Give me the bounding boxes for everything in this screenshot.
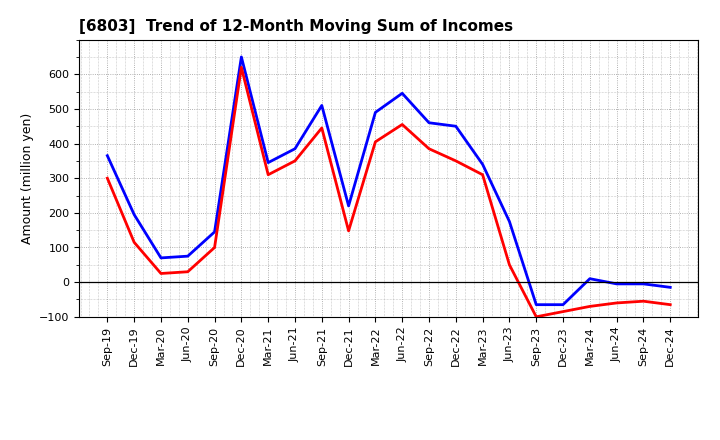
Net Income bbox=[103, 176, 112, 181]
Net Income bbox=[505, 262, 514, 268]
Net Income bbox=[291, 158, 300, 164]
Ordinary Income bbox=[318, 103, 326, 108]
Net Income bbox=[639, 299, 648, 304]
Ordinary Income bbox=[184, 253, 192, 259]
Ordinary Income bbox=[425, 120, 433, 125]
Net Income bbox=[559, 309, 567, 314]
Ordinary Income bbox=[532, 302, 541, 307]
Net Income bbox=[612, 300, 621, 305]
Net Income bbox=[478, 172, 487, 177]
Ordinary Income bbox=[103, 153, 112, 158]
Ordinary Income bbox=[130, 212, 138, 217]
Ordinary Income bbox=[264, 160, 272, 165]
Ordinary Income bbox=[451, 124, 460, 129]
Ordinary Income bbox=[237, 54, 246, 59]
Net Income bbox=[130, 240, 138, 245]
Net Income bbox=[532, 314, 541, 319]
Y-axis label: Amount (million yen): Amount (million yen) bbox=[21, 113, 34, 244]
Ordinary Income bbox=[398, 91, 407, 96]
Net Income bbox=[237, 65, 246, 70]
Line: Ordinary Income: Ordinary Income bbox=[107, 57, 670, 304]
Line: Net Income: Net Income bbox=[107, 67, 670, 317]
Net Income bbox=[398, 122, 407, 127]
Ordinary Income bbox=[612, 281, 621, 286]
Net Income bbox=[371, 139, 379, 144]
Net Income bbox=[451, 158, 460, 164]
Ordinary Income bbox=[639, 281, 648, 286]
Ordinary Income bbox=[478, 161, 487, 167]
Net Income bbox=[666, 302, 675, 307]
Net Income bbox=[264, 172, 272, 177]
Text: [6803]  Trend of 12-Month Moving Sum of Incomes: [6803] Trend of 12-Month Moving Sum of I… bbox=[79, 19, 513, 34]
Ordinary Income bbox=[559, 302, 567, 307]
Net Income bbox=[210, 245, 219, 250]
Ordinary Income bbox=[666, 285, 675, 290]
Net Income bbox=[425, 146, 433, 151]
Ordinary Income bbox=[505, 219, 514, 224]
Ordinary Income bbox=[585, 276, 594, 281]
Ordinary Income bbox=[291, 146, 300, 151]
Net Income bbox=[585, 304, 594, 309]
Net Income bbox=[344, 228, 353, 234]
Ordinary Income bbox=[210, 229, 219, 235]
Net Income bbox=[157, 271, 166, 276]
Ordinary Income bbox=[371, 110, 379, 115]
Net Income bbox=[184, 269, 192, 275]
Net Income bbox=[318, 125, 326, 131]
Ordinary Income bbox=[344, 203, 353, 209]
Ordinary Income bbox=[157, 255, 166, 260]
